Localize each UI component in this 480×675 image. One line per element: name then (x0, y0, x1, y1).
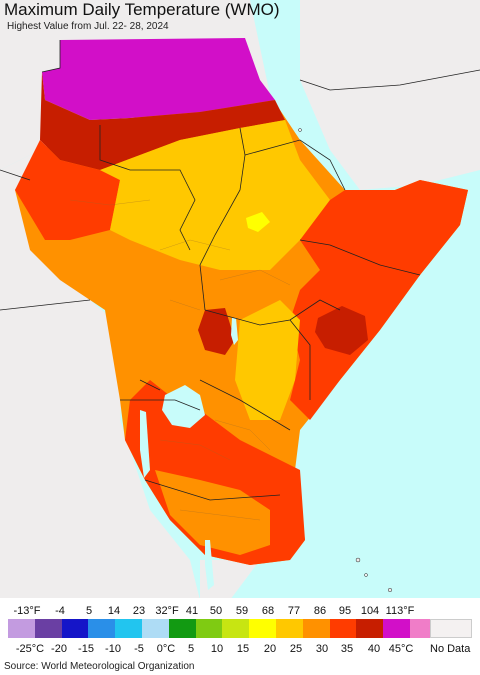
arabian-peninsula (300, 0, 480, 190)
legend-swatch (275, 619, 303, 638)
f-tick: -13°F (13, 605, 41, 617)
f-tick: 113°F (385, 605, 415, 617)
c-tick: 35 (340, 643, 354, 655)
map-subtitle: Highest Value from Jul. 22- 28, 2024 (7, 21, 169, 32)
legend-swatch (356, 619, 384, 638)
legend-swatch (249, 619, 276, 638)
legend-swatch (195, 619, 223, 638)
zone-35-lakes (198, 308, 235, 355)
source-credit: Source: World Meteorological Organizatio… (4, 661, 195, 672)
f-tick: -4 (55, 605, 65, 617)
legend-swatch (222, 619, 250, 638)
zone-30-south (155, 470, 270, 555)
c-tick: 5 (187, 643, 195, 655)
f-tick: 68 (261, 605, 275, 617)
zone-35-horn (290, 180, 468, 420)
legend-swatch (115, 619, 142, 638)
c-tick: 45°C (388, 643, 414, 655)
legend-swatch (329, 619, 357, 638)
no-data-swatch (430, 619, 472, 638)
temperature-map (0, 0, 480, 600)
f-tick: 14 (107, 605, 121, 617)
map-title: Maximum Daily Temperature (WMO) (4, 0, 280, 19)
c-tick: -10 (105, 643, 121, 655)
f-tick: 86 (313, 605, 327, 617)
lake-malawi (205, 540, 214, 590)
islands (298, 128, 393, 593)
f-tick: 95 (338, 605, 352, 617)
legend-swatch (8, 619, 35, 638)
legend-swatch (168, 619, 196, 638)
c-tick: 20 (263, 643, 277, 655)
lake-turkana (231, 318, 238, 345)
f-tick: 104 (360, 605, 380, 617)
outside-land-west-lower (0, 150, 200, 600)
legend-swatch (34, 619, 62, 638)
c-tick: -20 (51, 643, 67, 655)
legend-swatch (141, 619, 169, 638)
admin-borders (69, 199, 291, 521)
zone-30-central (100, 120, 330, 270)
country-borders (0, 40, 480, 501)
zone-40-somalia (315, 306, 368, 355)
legend-color-bar (8, 619, 437, 638)
c-tick: 40 (367, 643, 381, 655)
zone-30-kenya (235, 300, 300, 420)
legend-swatch (302, 619, 330, 638)
f-tick: 32°F (155, 605, 179, 617)
c-tick: -25°C (15, 643, 45, 655)
lake-victoria (162, 385, 205, 428)
f-tick: 23 (132, 605, 146, 617)
c-tick: -5 (134, 643, 144, 655)
f-tick: 50 (209, 605, 223, 617)
zone-45 (42, 38, 275, 120)
f-tick: 41 (185, 605, 199, 617)
lake-tanganyika (140, 410, 150, 478)
c-tick: -15 (78, 643, 94, 655)
c-tick: 30 (315, 643, 329, 655)
legend-swatch (383, 619, 410, 638)
zone-40-north (40, 72, 285, 170)
no-data-label: No Data (430, 643, 471, 655)
f-tick: 77 (287, 605, 301, 617)
f-tick: 5 (85, 605, 93, 617)
f-tick: 59 (235, 605, 249, 617)
zone-20-highland (246, 212, 270, 232)
southern-africa (200, 560, 260, 600)
c-tick: 25 (289, 643, 303, 655)
c-tick: 0°C (156, 643, 176, 655)
zone-35-west (15, 140, 120, 240)
legend-swatch (88, 619, 116, 638)
c-tick: 15 (236, 643, 250, 655)
c-tick: 10 (210, 643, 224, 655)
legend-swatch (61, 619, 89, 638)
